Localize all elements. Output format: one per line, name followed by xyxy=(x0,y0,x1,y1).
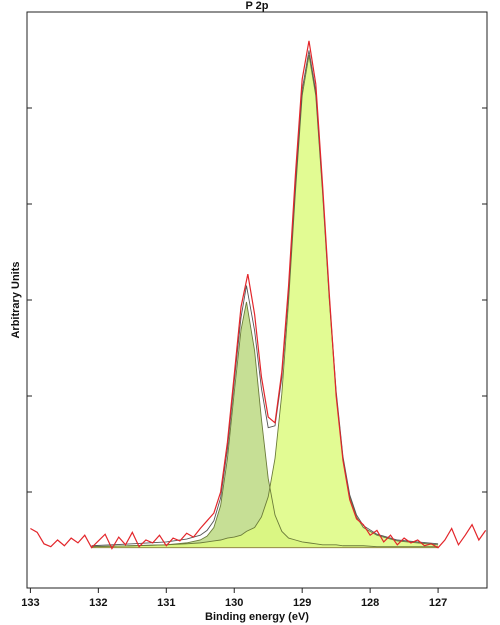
component-line xyxy=(91,55,439,548)
x-tick-label: 131 xyxy=(157,597,175,609)
x-axis-label: Binding energy (eV) xyxy=(205,611,309,623)
x-tick-label: 128 xyxy=(361,597,379,609)
spectrum-line xyxy=(91,50,439,547)
component-line xyxy=(91,301,439,548)
component-fill xyxy=(91,301,439,548)
x-tick-label: 130 xyxy=(225,597,243,609)
x-tick-label: 129 xyxy=(293,597,311,609)
y-axis-label: Arbitrary Units xyxy=(10,261,22,338)
x-tick-label: 133 xyxy=(21,597,39,609)
spectrum-line xyxy=(30,40,487,550)
x-tick-label: 127 xyxy=(429,597,447,609)
chart-title: P 2p xyxy=(245,0,268,12)
x-tick-label: 132 xyxy=(89,597,107,609)
